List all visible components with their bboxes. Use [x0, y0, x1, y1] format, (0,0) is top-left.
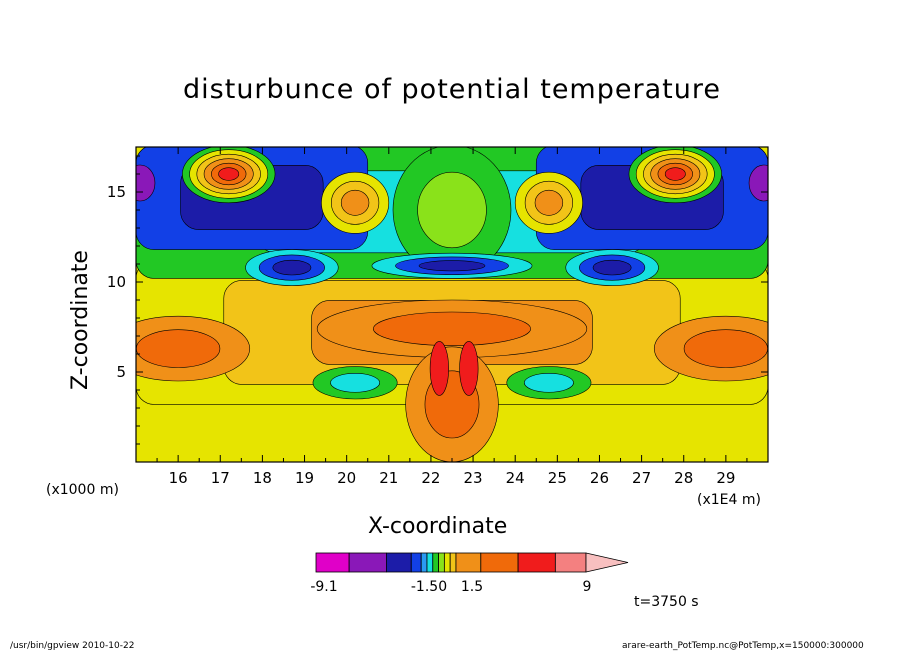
left-lower-cold-cell-band: [272, 259, 312, 276]
right-warm-band-band: [683, 329, 768, 368]
colorbar-segment: [420, 552, 428, 573]
colorbar-segment: [432, 552, 439, 573]
colorbar-segment: [410, 552, 422, 573]
footer-command: /usr/bin/gpview 2010-10-22: [10, 641, 135, 651]
colorbar-segment: [554, 552, 587, 573]
x-tick-label: 20: [337, 469, 356, 487]
colorbar-segment: [315, 552, 350, 573]
central-warm-plateau-band: [373, 311, 531, 346]
central-core-right: [459, 341, 479, 396]
central-green-column-band: [417, 171, 487, 249]
colorbar: -9.1 -1.50 1.5 9: [310, 552, 629, 595]
central-core-left: [429, 341, 449, 396]
x-tick-label: 27: [632, 469, 651, 487]
colorbar-segment: [517, 552, 556, 573]
colorbar-segment: [443, 552, 451, 573]
x-tick-label: 28: [674, 469, 693, 487]
right-warm-tongue-band: [534, 189, 564, 216]
central-core-left-band: [429, 341, 449, 396]
time-label: t=3750 s: [634, 594, 699, 610]
x-unit-left: (x1000 m): [46, 482, 119, 498]
central-warm-plateau: [316, 299, 588, 358]
colorbar-arrow: [585, 552, 629, 573]
y-tick-label: 5: [116, 363, 126, 381]
top-right-warm-cell: [628, 147, 722, 204]
contour-field: [136, 147, 768, 462]
x-tick-label: 21: [379, 469, 398, 487]
central-cold-bar: [371, 252, 533, 279]
central-core-right-band: [459, 341, 479, 396]
left-warm-tongue: [321, 171, 390, 234]
top-left-warm-cell-band: [218, 167, 240, 181]
axes: 16 17 18 19 20 21 22 23 24 25 26 27 28 29 5 10 15: [107, 147, 768, 487]
left-edge-purple-band: [136, 164, 156, 202]
left-warm-band: [136, 315, 251, 382]
chart-title: disturbunce of potential temperature: [183, 74, 721, 105]
x-tick-label: 16: [169, 469, 188, 487]
y-tick-label: 10: [107, 273, 126, 291]
top-right-warm-cell-band: [664, 167, 686, 181]
left-warm-band-band: [136, 329, 221, 368]
x-tick-label: 22: [421, 469, 440, 487]
right-edge-purple-band: [748, 164, 768, 202]
x-tick-label: 19: [295, 469, 314, 487]
left-edge-purple: [136, 164, 156, 202]
central-cold-bar-band: [418, 260, 486, 272]
colorbar-segment: [449, 552, 457, 573]
right-edge-purple: [748, 164, 768, 202]
x-tick-label: 25: [548, 469, 567, 487]
x-axis-label: X-coordinate: [368, 514, 508, 539]
colorbar-segment: [385, 552, 412, 573]
x-tick-label: 24: [506, 469, 525, 487]
right-green-pocket-band: [524, 373, 574, 393]
y-axis-label: Z-coordinate: [68, 250, 93, 390]
left-green-pocket-band: [330, 373, 380, 393]
right-lower-cold-cell: [565, 249, 659, 286]
colorbar-segment: [455, 552, 482, 573]
colorbar-segment: [348, 552, 387, 573]
left-green-pocket: [312, 366, 398, 400]
right-warm-tongue: [514, 171, 583, 234]
x-unit-right: (x1E4 m): [697, 492, 761, 508]
x-tick-label: 26: [590, 469, 609, 487]
central-green-column: [392, 147, 512, 276]
central-plume: [405, 346, 499, 462]
colorbar-segment: [438, 552, 445, 573]
x-tick-label: 29: [716, 469, 735, 487]
top-left-warm-cell: [182, 147, 276, 204]
colorbar-label: 9: [583, 579, 592, 595]
footer-source: arare-earth_PotTemp.nc@PotTemp,x=150000:…: [622, 641, 864, 651]
right-warm-band: [653, 315, 768, 382]
colorbar-label: 1.5: [461, 579, 483, 595]
y-tick-label: 15: [107, 183, 126, 201]
x-tick-label: 23: [464, 469, 483, 487]
left-warm-tongue-band: [340, 189, 370, 216]
right-green-pocket: [506, 366, 592, 400]
colorbar-segment: [480, 552, 519, 573]
x-tick-label: 17: [211, 469, 230, 487]
x-tick-label: 18: [253, 469, 272, 487]
right-lower-cold-cell-band: [592, 259, 632, 276]
left-lower-cold-cell: [245, 249, 339, 286]
colorbar-segment: [426, 552, 434, 573]
colorbar-label: -9.1: [310, 579, 337, 595]
colorbar-label: -1.50: [411, 579, 447, 595]
